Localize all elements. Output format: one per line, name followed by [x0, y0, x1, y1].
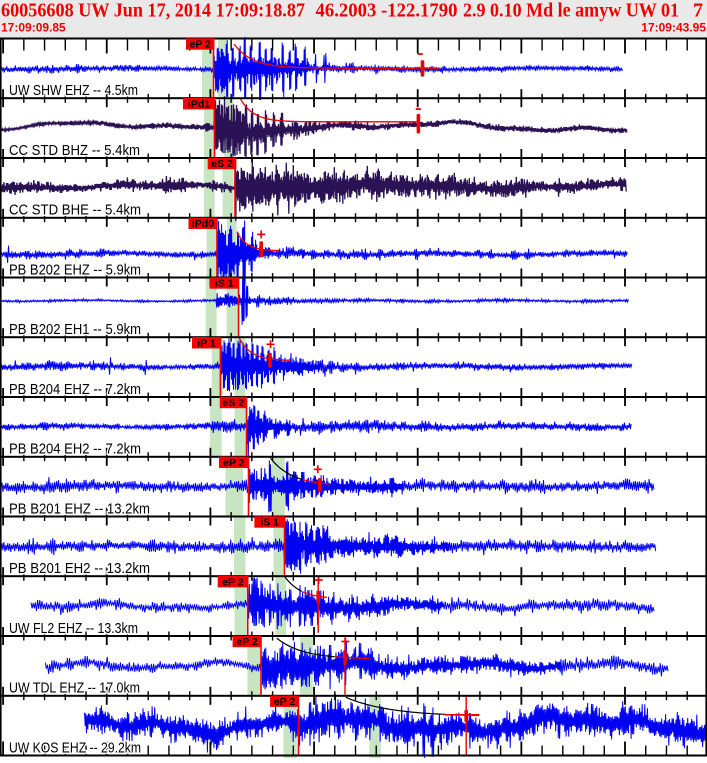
- svg-text:UW FL2 EHZ -- 13.3km: UW FL2 EHZ -- 13.3km: [9, 621, 138, 637]
- svg-text:eP 2: eP 2: [189, 39, 211, 51]
- svg-text:PB B202 EHZ -- 5.9km: PB B202 EHZ -- 5.9km: [9, 262, 141, 278]
- svg-text:PB B204 EHZ -- 7.2km: PB B204 EHZ -- 7.2km: [9, 382, 141, 398]
- svg-text:46.2003 -122.1790: 46.2003 -122.1790: [316, 0, 458, 22]
- svg-text:CC STD BHE -- 5.4km: CC STD BHE -- 5.4km: [9, 203, 141, 219]
- svg-text:PB B204 EH2 -- 7.2km: PB B204 EH2 -- 7.2km: [9, 442, 141, 458]
- svg-text:iS 1: iS 1: [215, 278, 234, 290]
- svg-text:eS 2: eS 2: [223, 397, 245, 409]
- svg-text:iPd1: iPd1: [188, 99, 210, 111]
- svg-text:17:09:09.85: 17:09:09.85: [1, 21, 66, 35]
- svg-text:UW SHW EHZ -- 4.5km: UW SHW EHZ -- 4.5km: [9, 83, 138, 99]
- svg-text:PB B201 EH2 -- 13.2km: PB B201 EH2 -- 13.2km: [9, 561, 150, 577]
- svg-text:iPd0: iPd0: [192, 218, 214, 230]
- svg-text:iP 1: iP 1: [197, 337, 216, 349]
- svg-text:17:09:43.95: 17:09:43.95: [641, 21, 706, 35]
- svg-text:eP 2: eP 2: [236, 636, 258, 648]
- svg-text:eP 2: eP 2: [222, 576, 244, 588]
- svg-text:eP 2: eP 2: [274, 696, 296, 708]
- svg-text:CC STD BHZ -- 5.4km: CC STD BHZ -- 5.4km: [9, 143, 140, 159]
- svg-text:UW TDL EHZ -- 17.0km: UW TDL EHZ -- 17.0km: [9, 681, 140, 697]
- svg-text:2.9 0.10 Md le amyw UW 01: 2.9 0.10 Md le amyw UW 01: [463, 0, 679, 22]
- svg-text:UW KOS EHZ -- 29.2km: UW KOS EHZ -- 29.2km: [9, 740, 141, 756]
- svg-text:eS 2: eS 2: [211, 158, 233, 170]
- svg-text:iS 1: iS 1: [260, 517, 279, 529]
- svg-text:7: 7: [693, 0, 703, 22]
- svg-text:PB B201 EHZ -- 13.2km: PB B201 EHZ -- 13.2km: [9, 501, 150, 517]
- svg-text:PB B202 EH1 -- 5.9km: PB B202 EH1 -- 5.9km: [9, 322, 141, 338]
- svg-text:60056608 UW Jun 17, 2014 17:09: 60056608 UW Jun 17, 2014 17:09:18.87: [1, 0, 305, 22]
- svg-text:eP 2: eP 2: [223, 457, 245, 469]
